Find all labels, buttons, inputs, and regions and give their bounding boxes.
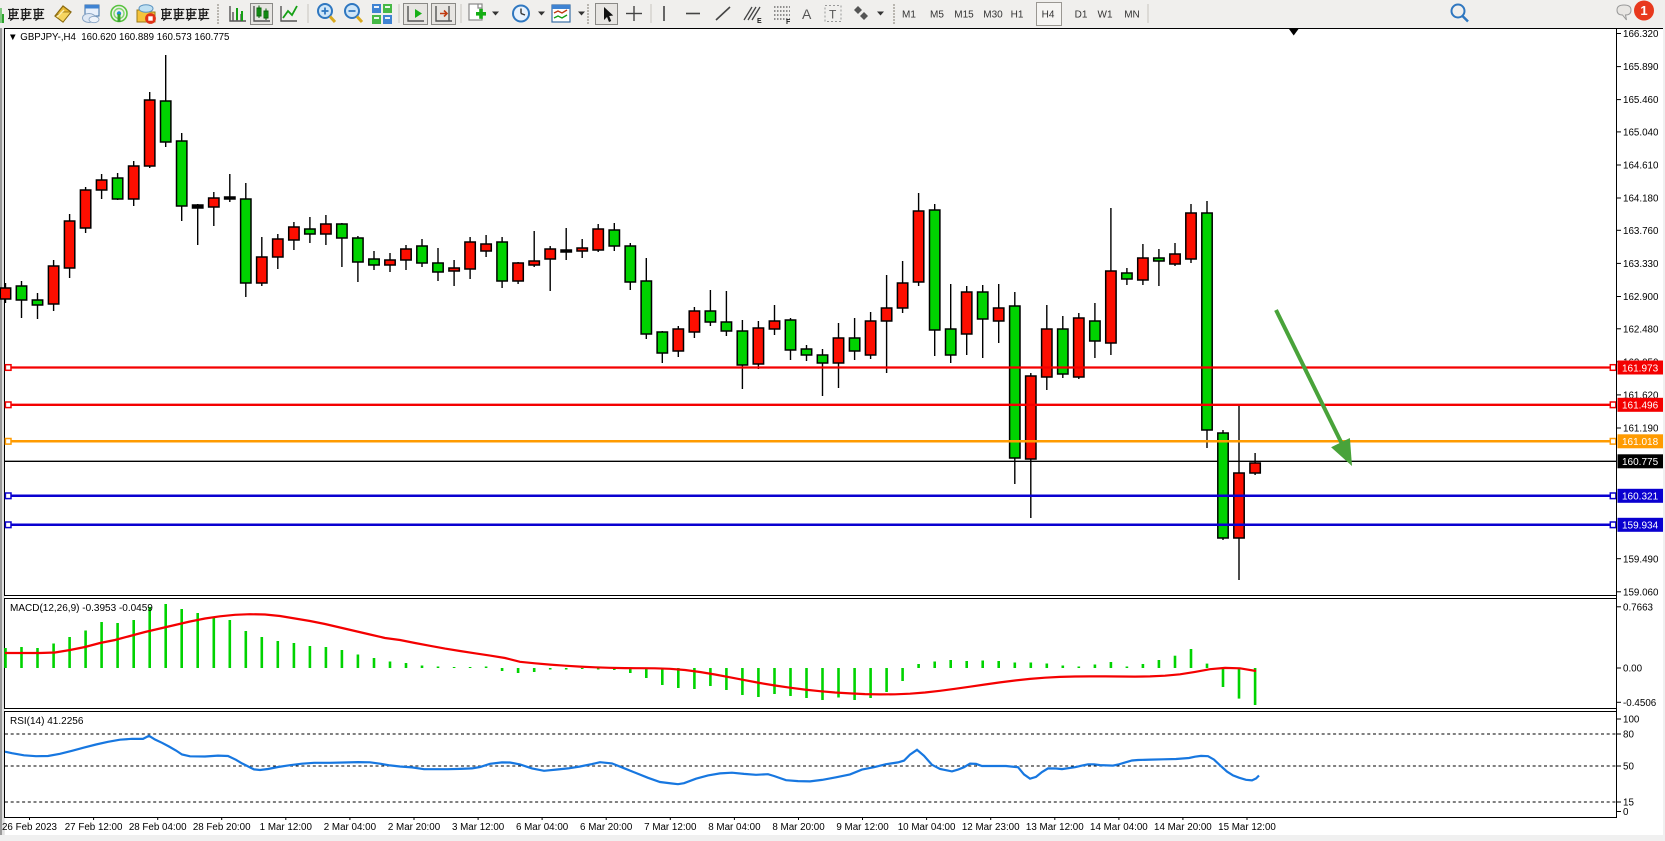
svg-text:160.321: 160.321 — [1622, 492, 1659, 503]
svg-text:D1: D1 — [1075, 10, 1088, 21]
svg-text:8 Mar 20:00: 8 Mar 20:00 — [772, 822, 825, 833]
svg-text:159.490: 159.490 — [1623, 554, 1659, 565]
svg-text:6 Mar 04:00: 6 Mar 04:00 — [516, 822, 569, 833]
svg-text:2 Mar 20:00: 2 Mar 20:00 — [388, 822, 441, 833]
svg-text:164.180: 164.180 — [1623, 194, 1659, 205]
svg-text:M15: M15 — [954, 10, 974, 21]
svg-text:14 Mar 20:00: 14 Mar 20:00 — [1154, 822, 1212, 833]
svg-text:0: 0 — [1623, 807, 1629, 818]
svg-text:1: 1 — [1640, 3, 1647, 18]
svg-text:12 Mar 23:00: 12 Mar 23:00 — [962, 822, 1020, 833]
svg-text:T: T — [829, 8, 837, 22]
svg-text:165.040: 165.040 — [1623, 128, 1659, 139]
svg-text:166.320: 166.320 — [1623, 29, 1659, 40]
svg-text:165.890: 165.890 — [1623, 62, 1659, 73]
svg-text:3 Mar 12:00: 3 Mar 12:00 — [452, 822, 505, 833]
svg-text:A: A — [802, 6, 812, 22]
svg-text:M1: M1 — [902, 10, 916, 21]
svg-text:162.480: 162.480 — [1623, 324, 1659, 335]
svg-text:162.900: 162.900 — [1623, 292, 1659, 303]
svg-text:8 Mar 04:00: 8 Mar 04:00 — [708, 822, 761, 833]
svg-text:15 Mar 12:00: 15 Mar 12:00 — [1218, 822, 1276, 833]
svg-text:0.7663: 0.7663 — [1623, 602, 1654, 613]
svg-text:13 Mar 12:00: 13 Mar 12:00 — [1026, 822, 1084, 833]
svg-text:159.060: 159.060 — [1623, 587, 1659, 598]
svg-text:MN: MN — [1124, 10, 1140, 21]
svg-text:10 Mar 04:00: 10 Mar 04:00 — [898, 822, 956, 833]
svg-text:F: F — [786, 19, 791, 26]
svg-text:159.934: 159.934 — [1622, 521, 1659, 532]
svg-text:28 Feb 04:00: 28 Feb 04:00 — [129, 822, 187, 833]
svg-text:27 Feb 12:00: 27 Feb 12:00 — [65, 822, 123, 833]
svg-text:161.496: 161.496 — [1622, 401, 1659, 412]
svg-text:9 Mar 12:00: 9 Mar 12:00 — [836, 822, 889, 833]
svg-text:80: 80 — [1623, 730, 1634, 741]
svg-text:14 Mar 04:00: 14 Mar 04:00 — [1090, 822, 1148, 833]
svg-text:161.190: 161.190 — [1623, 424, 1659, 435]
svg-text:M30: M30 — [983, 10, 1003, 21]
svg-text:H1: H1 — [1011, 10, 1024, 21]
svg-text:7 Mar 12:00: 7 Mar 12:00 — [644, 822, 697, 833]
svg-text:165.460: 165.460 — [1623, 95, 1659, 106]
svg-text:H4: H4 — [1042, 10, 1055, 21]
svg-text:161.620: 161.620 — [1623, 391, 1659, 402]
svg-text:28 Feb 20:00: 28 Feb 20:00 — [193, 822, 251, 833]
svg-text:6 Mar 20:00: 6 Mar 20:00 — [580, 822, 633, 833]
svg-text:163.330: 163.330 — [1623, 259, 1659, 270]
svg-text:161.018: 161.018 — [1622, 437, 1659, 448]
svg-text:15: 15 — [1623, 798, 1634, 809]
svg-text:0.00: 0.00 — [1623, 664, 1643, 675]
svg-text:▼ GBPJPY-,H4 160.620 160.889: ▼ GBPJPY-,H4 160.620 160.889 160.573 160… — [8, 32, 229, 43]
svg-text:MACD(12,26,9) -0.3953 -0.0459: MACD(12,26,9) -0.3953 -0.0459 — [10, 603, 153, 614]
svg-text:50: 50 — [1623, 762, 1634, 773]
svg-text:W1: W1 — [1098, 10, 1113, 21]
svg-text:M5: M5 — [930, 10, 944, 21]
svg-text:100: 100 — [1623, 715, 1640, 726]
svg-text:2 Mar 04:00: 2 Mar 04:00 — [324, 822, 377, 833]
svg-text:1 Mar 12:00: 1 Mar 12:00 — [260, 822, 313, 833]
svg-text:E: E — [757, 18, 762, 25]
svg-text:163.760: 163.760 — [1623, 226, 1659, 237]
svg-text:-0.4506: -0.4506 — [1623, 698, 1657, 709]
svg-text:161.973: 161.973 — [1622, 363, 1659, 374]
svg-text:164.610: 164.610 — [1623, 161, 1659, 172]
svg-text:26 Feb 2023: 26 Feb 2023 — [2, 822, 58, 833]
svg-text:RSI(14) 41.2256: RSI(14) 41.2256 — [10, 716, 84, 727]
svg-text:160.775: 160.775 — [1622, 457, 1659, 468]
